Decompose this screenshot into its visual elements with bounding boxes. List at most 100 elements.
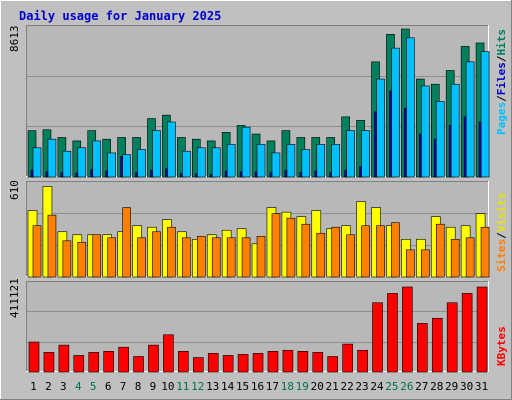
sites-bar [271,213,281,278]
day-label: 6 [105,380,112,393]
legend-kbytes-label: KBytes [495,326,508,366]
pages-bar [448,125,452,178]
day-label: 22 [340,380,353,393]
legend-visits-sites: Sites/Visits [495,193,508,273]
kbytes-bar [133,356,144,373]
pages-bar [299,172,303,178]
sites-bar [316,232,326,278]
kbytes-bar [222,355,234,373]
files-bar [167,121,176,178]
pages-bar [254,171,258,178]
kbytes-bar [327,356,339,373]
pages-bar [239,171,243,178]
pages-bar [419,133,422,178]
files-bar [450,83,460,178]
legend-visits: Visits [495,193,508,233]
sites-bar [92,234,102,278]
legend-pages: Pages [495,102,508,135]
kbytes-bar [73,355,85,373]
kbytes-bar [163,334,174,373]
day-label: 24 [370,380,384,393]
files-bar [316,144,326,178]
files-bar [241,126,251,178]
kbytes-bar [431,317,443,373]
sites-bar [226,237,236,278]
day-label: 20 [311,380,324,393]
kbytes-bar [267,351,279,373]
files-bar [361,130,370,178]
files-bar [406,37,415,178]
day-label: 25 [385,380,398,393]
day-label: 9 [150,380,157,393]
sites-bar [450,238,460,278]
pages-bar [284,170,288,178]
files-bar [480,51,490,178]
svg-text:Sites/Visits: Sites/Visits [495,193,508,273]
kbytes-bar [252,353,264,373]
x-axis-day-labels: 1 2 3 4 5 6 7 8 9 10 11 12 13 14 15 16 17 18 19 20 21 22 23 24 2… [30,380,488,393]
kbytes-bar [103,351,114,373]
pages-bar [165,168,168,178]
legend-hits-files-pages: Pages/Files/Hits [495,29,508,135]
day-label: 27 [415,380,428,393]
pages-bar [135,172,138,178]
day-label: 14 [221,380,235,393]
day-label: 30 [460,380,473,393]
pages-bar [209,173,213,178]
sites-bar [196,235,206,278]
chart-title: Daily usage for January 2025 [19,9,221,23]
files-bar [331,144,341,178]
pages-bar [60,172,64,178]
sites-bar [421,249,430,278]
day-label: 29 [445,380,458,393]
pages-bar [404,107,407,178]
files-bar [391,47,400,178]
sites-bar [137,237,146,278]
day-label: 31 [475,380,488,393]
visits-sites-panel [26,181,490,278]
legend-files: Files [495,62,508,95]
files-bar [346,130,355,178]
sites-bar [122,207,131,278]
hits-ymax-label: 8613 [8,26,21,53]
kbytes-bar [148,344,159,373]
kbytes-bar [192,357,204,373]
visits-ymax-label: 610 [8,180,21,200]
day-label: 12 [191,380,204,393]
files-bar [376,78,385,178]
files-bar [32,147,42,178]
sites-bar [361,225,370,278]
files-bar [182,150,191,178]
files-bar [92,140,102,178]
kbytes-bar [28,341,40,373]
kbytes-bar [282,349,294,373]
kbytes-bar [88,352,100,373]
legend-sites: Sites [495,239,508,272]
sites-bar [167,226,176,278]
sites-bar [152,231,161,278]
day-label: 21 [326,380,339,393]
files-bar [226,144,236,178]
day-label: 26 [400,380,413,393]
files-bar [286,144,296,178]
day-label: 28 [430,380,443,393]
sites-bar [406,249,415,278]
day-label: 23 [355,380,368,393]
pages-bar [433,138,437,178]
kbytes-bar [178,351,189,373]
kbytes-bar [237,354,249,373]
pages-bar [329,172,333,178]
day-label: 7 [120,380,127,393]
files-bar [271,152,281,178]
kbytes-bar [402,286,413,373]
kbytes-bar [312,352,324,373]
kbytes-bar [43,352,55,373]
day-label: 1 [30,380,37,393]
day-label: 18 [281,380,294,393]
day-label: 11 [176,380,189,393]
kbytes-bar [357,349,368,373]
files-bar [435,101,445,178]
kbytes-bar [58,344,70,373]
pages-bar [45,171,49,178]
